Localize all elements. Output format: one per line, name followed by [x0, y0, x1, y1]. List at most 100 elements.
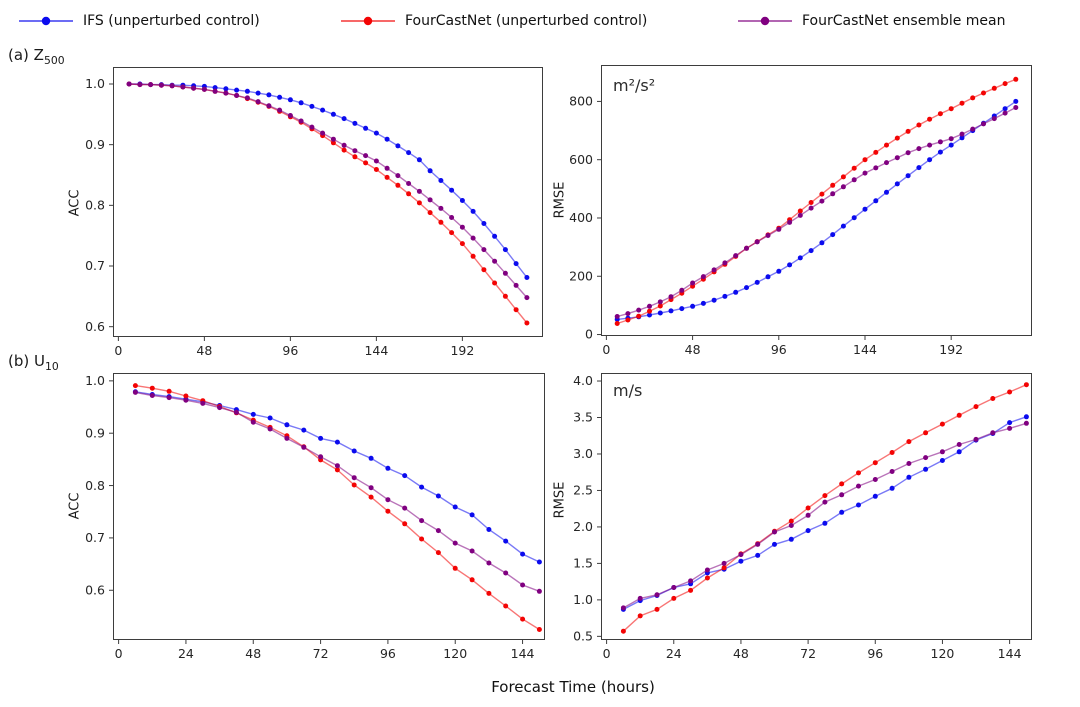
data-point-ifs: [287, 97, 293, 103]
data-point-ensemble-mean: [923, 455, 929, 461]
y-tick-label: 4.0: [573, 373, 593, 388]
data-point-ensemble-mean: [884, 160, 889, 166]
data-point-ifs: [873, 198, 879, 204]
axes-frame: [113, 373, 545, 640]
data-point-ifs: [711, 297, 717, 303]
x-tick-label: 120: [931, 646, 955, 661]
data-point-ensemble-mean: [721, 560, 727, 566]
data-point-ensemble-mean: [233, 409, 239, 415]
data-point-fourcastnet: [620, 628, 626, 634]
data-point-ensemble-mean: [255, 99, 261, 105]
data-point-ifs: [234, 87, 240, 93]
data-point-ifs: [502, 247, 508, 253]
x-tick-label: 120: [443, 646, 467, 661]
data-point-ifs: [255, 90, 261, 96]
data-point-ensemble-mean: [637, 595, 643, 601]
data-point-fourcastnet: [486, 590, 492, 596]
data-point-fourcastnet: [851, 165, 857, 171]
x-tick-label: 144: [364, 343, 388, 358]
data-point-ensemble-mean: [212, 88, 218, 94]
data-point-ensemble-mean: [939, 449, 945, 455]
data-point-fourcastnet: [822, 493, 828, 499]
data-point-fourcastnet: [840, 174, 846, 180]
data-point-fourcastnet: [452, 565, 458, 571]
data-point-ensemble-mean: [352, 148, 358, 154]
ylabel-rmse-u10: RMSE: [552, 481, 568, 519]
data-point-ensemble-mean: [277, 107, 283, 113]
data-point-fourcastnet: [657, 303, 663, 309]
data-point-fourcastnet: [402, 521, 408, 527]
data-point-ensemble-mean: [438, 205, 444, 211]
data-point-ensemble-mean: [990, 430, 996, 436]
data-point-fourcastnet: [819, 191, 825, 197]
data-point-ensemble-mean: [492, 258, 498, 264]
data-point-ifs: [486, 527, 492, 532]
data-point-fourcastnet: [805, 505, 811, 511]
data-point-fourcastnet: [373, 167, 379, 172]
data-point-ensemble-mean: [894, 155, 900, 161]
data-point-ifs: [884, 189, 889, 195]
data-point-ensemble-mean: [654, 592, 660, 598]
data-point-ensemble-mean: [180, 84, 186, 90]
legend-item-ifs: IFS (unperturbed control): [18, 13, 260, 29]
y-tick-label: 1.0: [573, 592, 593, 607]
x-tick-label: 144: [998, 646, 1022, 661]
series-line-ensemble-mean: [623, 422, 1027, 609]
data-point-ensemble-mean: [679, 287, 685, 293]
data-point-ensemble-mean: [158, 82, 164, 88]
data-point-ifs: [948, 142, 954, 148]
data-point-fourcastnet: [470, 253, 476, 259]
data-point-fourcastnet: [916, 122, 922, 128]
data-point-ensemble-mean: [959, 131, 965, 137]
data-point-ifs: [250, 411, 256, 417]
data-point-ifs: [341, 116, 347, 122]
data-point-ifs: [470, 208, 476, 214]
series-line-fourcastnet: [129, 83, 528, 324]
series-markers-fourcastnet: [126, 81, 530, 326]
x-tick-label: 144: [511, 646, 535, 661]
legend-swatch-line-marker-icon: [19, 16, 73, 26]
data-point-ifs: [309, 103, 315, 109]
data-point-ifs: [223, 86, 229, 92]
data-point-fourcastnet: [970, 95, 976, 101]
data-point-ensemble-mean: [234, 93, 240, 98]
data-point-ensemble-mean: [301, 444, 307, 450]
data-point-ensemble-mean: [183, 397, 189, 403]
data-point-ensemble-mean: [503, 570, 509, 576]
data-point-ensemble-mean: [700, 274, 706, 280]
panel-label-a-subscript: 500: [43, 54, 65, 67]
panel-label-a-text: (a) Z: [8, 46, 44, 64]
data-point-ifs: [851, 215, 857, 221]
data-point-ensemble-mean: [536, 588, 542, 594]
data-point-fourcastnet: [481, 267, 487, 273]
data-point-ifs: [755, 552, 761, 558]
data-point-ensemble-mean: [889, 469, 895, 474]
data-point-ifs: [733, 289, 739, 295]
data-point-ensemble-mean: [819, 198, 825, 204]
data-point-ifs: [872, 493, 878, 499]
data-point-ensemble-mean: [452, 540, 458, 546]
data-point-ifs: [797, 255, 803, 261]
data-point-ifs: [524, 275, 530, 280]
data-point-fourcastnet: [704, 575, 710, 581]
data-point-ensemble-mean: [956, 442, 962, 447]
series-line-ensemble-mean: [135, 391, 540, 592]
data-point-ifs: [839, 509, 845, 515]
data-point-ensemble-mean: [368, 485, 374, 491]
data-point-fourcastnet: [856, 470, 861, 476]
data-point-ifs: [1002, 106, 1008, 112]
data-point-ifs: [905, 173, 911, 179]
data-point-ensemble-mean: [744, 245, 749, 251]
data-point-fourcastnet: [889, 450, 895, 455]
data-point-fourcastnet: [520, 616, 526, 622]
data-point-ensemble-mean: [395, 173, 401, 179]
series-line-fourcastnet: [135, 384, 540, 631]
data-point-ifs: [449, 187, 455, 193]
data-point-ensemble-mean: [808, 205, 814, 211]
data-point-ensemble-mean: [822, 499, 828, 505]
data-point-fourcastnet: [948, 106, 954, 112]
x-tick-label: 192: [939, 342, 963, 357]
data-point-ensemble-mean: [385, 497, 391, 503]
data-point-ensemble-mean: [704, 567, 710, 573]
